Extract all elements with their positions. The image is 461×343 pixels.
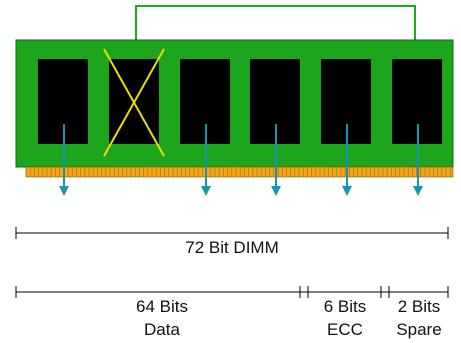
pin-strip: [25, 166, 454, 178]
total-dimension-line: [15, 227, 449, 239]
cross-stroke: [103, 48, 165, 157]
data-arrow-head: [59, 186, 69, 196]
data-bits-label: 64 Bits: [136, 297, 188, 316]
failed-chip-cross: [103, 48, 165, 157]
segment-dimension-line: [15, 286, 449, 298]
data-arrow-head: [271, 186, 281, 196]
contact-pins: [25, 166, 454, 178]
memory-module: [15, 39, 454, 168]
data-arrow-head: [342, 186, 352, 196]
data-arrow-head: [413, 186, 423, 196]
ecc-label: ECC: [327, 320, 363, 339]
data-arrows: [59, 124, 423, 196]
ecc-bits-label: 6 Bits: [324, 297, 367, 316]
reroute-line: [135, 5, 416, 68]
total-label: 72 Bit DIMM: [185, 238, 279, 257]
data-label: Data: [144, 320, 180, 339]
spare-label: Spare: [396, 320, 441, 339]
spare-bits-label: 2 Bits: [398, 297, 441, 316]
data-arrow-head: [201, 186, 211, 196]
